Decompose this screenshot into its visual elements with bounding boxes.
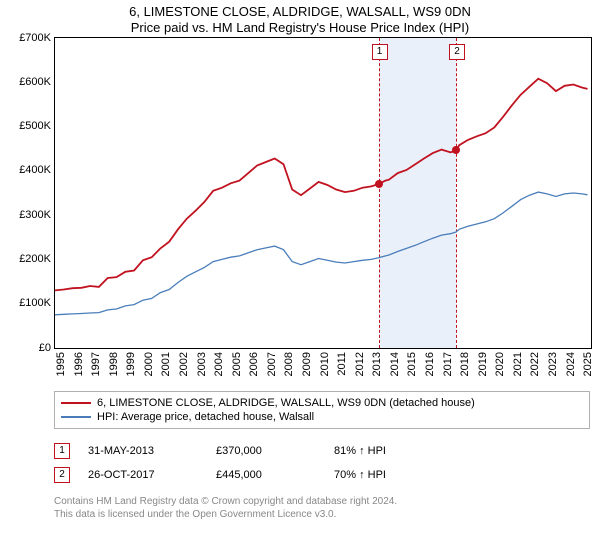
x-axis-label: 2024: [565, 352, 577, 376]
x-axis-label: 1998: [108, 352, 120, 376]
x-axis-label: 2002: [178, 352, 190, 376]
transaction-row: 1 31-MAY-2013 £370,000 81% ↑ HPI: [54, 439, 590, 463]
x-axis-label: 2016: [424, 352, 436, 376]
legend-swatch: [61, 402, 91, 404]
x-axis-label: 2004: [213, 352, 225, 376]
x-axis-label: 2008: [283, 352, 295, 376]
x-axis-label: 2018: [459, 352, 471, 376]
transaction-marker: 1: [54, 443, 70, 459]
legend-swatch: [61, 416, 91, 418]
legend-item: HPI: Average price, detached house, Wals…: [61, 410, 583, 424]
below-chart-section: 6, LIMESTONE CLOSE, ALDRIDGE, WALSALL, W…: [54, 391, 590, 521]
x-axis-label: 2023: [547, 352, 559, 376]
legend-item: 6, LIMESTONE CLOSE, ALDRIDGE, WALSALL, W…: [61, 396, 583, 410]
x-axis-label: 2009: [301, 352, 313, 376]
x-axis-label: 2014: [389, 352, 401, 376]
transaction-pct: 81% ↑ HPI: [334, 445, 424, 457]
x-axis-label: 1997: [90, 352, 102, 376]
x-axis-label: 2006: [248, 352, 260, 376]
transaction-price: £370,000: [216, 445, 316, 457]
series-line: [55, 192, 588, 315]
title-line-1: 6, LIMESTONE CLOSE, ALDRIDGE, WALSALL, W…: [0, 4, 600, 20]
y-axis-label: £700K: [19, 32, 51, 44]
x-axis-label: 2015: [406, 352, 418, 376]
legend-label: 6, LIMESTONE CLOSE, ALDRIDGE, WALSALL, W…: [97, 397, 475, 409]
transaction-table: 1 31-MAY-2013 £370,000 81% ↑ HPI 2 26-OCT-201…: [54, 439, 590, 487]
footer-attribution: Contains HM Land Registry data © Crown c…: [54, 495, 590, 521]
x-axis-label: 2005: [231, 352, 243, 376]
x-axis-label: 1999: [125, 352, 137, 376]
footer-line-2: This data is licensed under the Open Gov…: [54, 508, 590, 521]
transaction-date: 26-OCT-2017: [88, 469, 198, 481]
x-axis-label: 2012: [354, 352, 366, 376]
x-axis-label: 2007: [266, 352, 278, 376]
transaction-price: £445,000: [216, 469, 316, 481]
x-axis-label: 2020: [494, 352, 506, 376]
chart-container: 6, LIMESTONE CLOSE, ALDRIDGE, WALSALL, W…: [0, 0, 600, 560]
y-axis-label: £600K: [19, 76, 51, 88]
chart-wrap: £0£100K£200K£300K£400K£500K£600K£700K199…: [54, 37, 590, 349]
legend-box: 6, LIMESTONE CLOSE, ALDRIDGE, WALSALL, W…: [54, 391, 590, 429]
x-axis-label: 2013: [371, 352, 383, 376]
x-axis-label: 2022: [529, 352, 541, 376]
y-axis-label: £200K: [19, 253, 51, 265]
x-axis-label: 1995: [55, 352, 67, 376]
transaction-row: 2 26-OCT-2017 £445,000 70% ↑ HPI: [54, 463, 590, 487]
y-axis-label: £300K: [19, 209, 51, 221]
chart-title: 6, LIMESTONE CLOSE, ALDRIDGE, WALSALL, W…: [0, 0, 600, 37]
legend-label: HPI: Average price, detached house, Wals…: [97, 411, 314, 423]
x-axis-label: 2000: [143, 352, 155, 376]
y-axis-label: £400K: [19, 164, 51, 176]
transaction-pct: 70% ↑ HPI: [334, 469, 424, 481]
x-axis-label: 2025: [582, 352, 594, 376]
title-line-2: Price paid vs. HM Land Registry's House …: [0, 20, 600, 36]
x-axis-label: 1996: [73, 352, 85, 376]
y-axis-label: £0: [39, 342, 51, 354]
y-axis-label: £500K: [19, 120, 51, 132]
x-axis-label: 2019: [477, 352, 489, 376]
x-axis-label: 2017: [442, 352, 454, 376]
footer-line-1: Contains HM Land Registry data © Crown c…: [54, 495, 590, 508]
y-axis-label: £100K: [19, 297, 51, 309]
chart-plot-area: £0£100K£200K£300K£400K£500K£600K£700K199…: [54, 37, 592, 349]
series-svg: [55, 38, 591, 348]
x-axis-label: 2010: [319, 352, 331, 376]
x-axis-label: 2021: [512, 352, 524, 376]
x-axis-label: 2001: [160, 352, 172, 376]
transaction-marker: 2: [54, 467, 70, 483]
x-axis-label: 2011: [336, 352, 348, 376]
transaction-date: 31-MAY-2013: [88, 445, 198, 457]
x-axis-label: 2003: [196, 352, 208, 376]
